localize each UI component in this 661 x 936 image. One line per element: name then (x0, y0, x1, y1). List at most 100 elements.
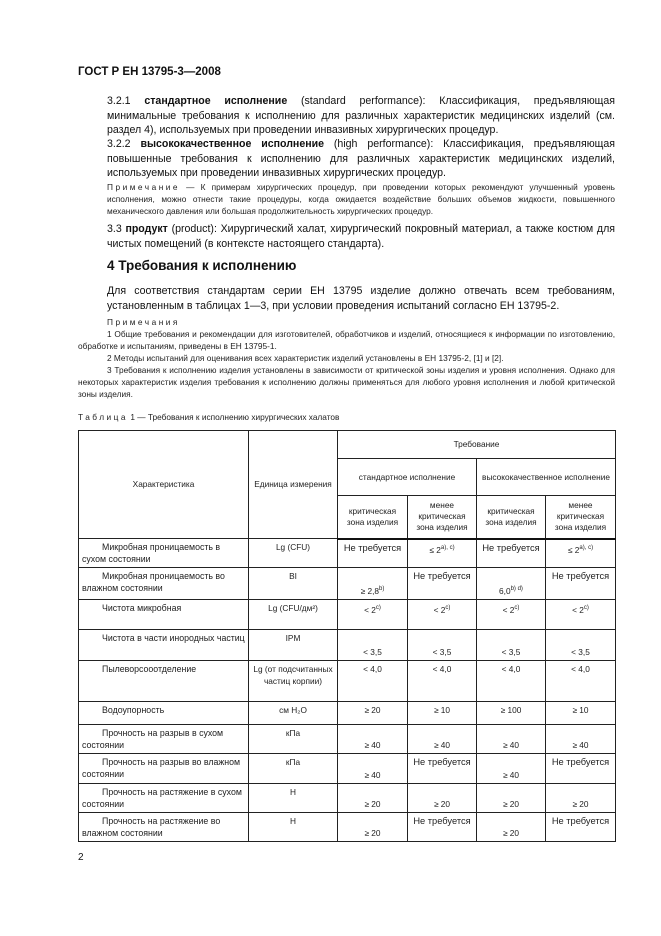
characteristic-cell: Пылеворсооотделение (78, 660, 249, 702)
notes-label: Примечания (107, 317, 180, 327)
value-cell: ≥ 20 (337, 812, 408, 842)
header-high: высококачественное исполнение (476, 458, 616, 496)
value-cell: ≤ 2a), c) (545, 538, 616, 568)
document-header: ГОСТ Р ЕН 13795-3—2008 (78, 66, 221, 78)
header-requirement: Требование (337, 430, 616, 459)
value-cell: < 4,0 (407, 660, 477, 702)
value-cell: < 4,0 (545, 660, 616, 702)
term: стандартное исполнение (144, 95, 288, 107)
requirements-table: Характеристика Единица измерения Требова… (78, 430, 616, 842)
unit-cell: Lg (CFU/дм²) (248, 599, 338, 630)
definition-3-3: 3.3 продукт (product): Хирургический хал… (78, 222, 615, 251)
note-text: — К примерам хирургических процедур, при… (107, 182, 615, 216)
header-characteristic: Характеристика (78, 430, 249, 539)
value-cell: 6,0b) d) (476, 567, 546, 600)
clause-number: 3.3 (107, 223, 122, 235)
value-cell: ≥ 20 (476, 812, 546, 842)
value-cell: < 2c) (476, 599, 546, 630)
unit-cell: см H₂O (248, 701, 338, 725)
value-cell: ≥ 10 (407, 701, 477, 725)
header-less-critical: менее критическая зона изделия (545, 495, 616, 540)
characteristic-cell: Чистота микробная (78, 599, 249, 630)
definition-3-2-2: 3.2.2 высококачественное исполнение (hig… (78, 137, 615, 181)
table-caption: Таблица 1 — Требования к исполнению хиру… (78, 412, 340, 422)
note-item: 1 Общие требования и рекомендации для из… (78, 329, 615, 351)
definition-text: (standard performance): Классификация, п… (107, 95, 615, 136)
table-row: Прочность на разрыв в сухом состоянии кПа… (78, 724, 616, 754)
value-cell: ≥ 20 (476, 783, 546, 813)
unit-cell: кПа (248, 753, 338, 784)
characteristic-cell: Прочность на растяжение в сухом состояни… (78, 783, 249, 813)
characteristic-cell: Водоупорность (78, 701, 249, 725)
table-row: Прочность на растяжение во влажном состо… (78, 812, 616, 842)
section-body: Для соответствия стандартам серии ЕН 137… (107, 285, 615, 312)
value-cell: ≥ 40 (407, 724, 477, 754)
value-cell: < 2c) (545, 599, 616, 630)
table-row: Прочность на растяжение в сухом состояни… (78, 783, 616, 813)
value-cell: ≥ 40 (337, 753, 408, 784)
note: Примечание — К примерам хирургических пр… (78, 181, 615, 217)
value-cell: ≥ 20 (545, 783, 616, 813)
characteristic-cell: Прочность на разрыв в сухом состоянии (78, 724, 249, 754)
table-row: Микробная проницаемость в сухом состояни… (78, 538, 616, 568)
characteristic-cell: Микробная проницаемость во влажном состо… (78, 567, 249, 600)
characteristic-cell: Прочность на разрыв во влажном состоянии (78, 753, 249, 784)
value-cell: Не требуется (545, 753, 616, 784)
note-label: Примечание (107, 182, 181, 192)
unit-cell: Н (248, 783, 338, 813)
value-cell: < 3,5 (407, 629, 477, 661)
value-cell: < 4,0 (337, 660, 408, 702)
term: продукт (125, 223, 168, 235)
section-heading: 4 Требования к исполнению (107, 258, 297, 273)
unit-cell: IPM (248, 629, 338, 661)
value-cell: Не требуется (476, 538, 546, 568)
value-cell: ≥ 20 (337, 701, 408, 725)
clause-number: 3.2.1 (107, 95, 131, 107)
note-item: 2 Методы испытаний для оценивания всех х… (107, 353, 504, 363)
table-row: Водоупорность см H₂O ≥ 20 ≥ 10 ≥ 100 ≥ 10 (78, 701, 616, 725)
term: высококачественное исполнение (140, 138, 325, 150)
table-row: Прочность на разрыв во влажном состоянии… (78, 753, 616, 784)
notes-block: Примечания 1 Общие требования и рекоменд… (78, 316, 615, 400)
header-less-critical: менее критическая зона изделия (407, 495, 477, 540)
value-cell: ≥ 10 (545, 701, 616, 725)
definition-text: (product): Хирургический халат, хирургич… (107, 223, 615, 250)
value-cell: ≥ 40 (476, 724, 546, 754)
value-cell: < 2c) (407, 599, 477, 630)
table-row: Чистота в части инородных частиц IPM < 3,5… (78, 629, 616, 661)
table-row: Чистота микробная Lg (CFU/дм²) < 2c) < 2c) <… (78, 599, 616, 630)
definition-text: (high performance): Классификация, предъ… (107, 138, 615, 179)
value-cell: < 4,0 (476, 660, 546, 702)
value-cell: Не требуется (407, 567, 477, 600)
header-critical: критическая зона изделия (337, 495, 408, 540)
unit-cell: BI (248, 567, 338, 600)
value-cell: < 3,5 (337, 629, 408, 661)
unit-cell: Lg (от подсчитанных частиц корпии) (248, 660, 338, 702)
unit-cell: Н (248, 812, 338, 842)
note-item: 3 Требования к исполнению изделия устано… (78, 365, 615, 399)
table-row: Микробная проницаемость во влажном состо… (78, 567, 616, 600)
value-cell: ≥ 20 (407, 783, 477, 813)
page-number: 2 (78, 852, 84, 863)
unit-cell: Lg (CFU) (248, 538, 338, 568)
value-cell: < 2c) (337, 599, 408, 630)
clause-number: 3.2.2 (107, 138, 131, 150)
header-standard: стандартное исполнение (337, 458, 477, 496)
characteristic-cell: Микробная проницаемость в сухом состояни… (78, 538, 249, 568)
header-critical: критическая зона изделия (476, 495, 546, 540)
value-cell: ≥ 40 (545, 724, 616, 754)
definition-3-2-1: 3.2.1 стандартное исполнение (standard p… (78, 94, 615, 138)
value-cell: ≥ 40 (337, 724, 408, 754)
header-unit: Единица измерения (248, 430, 338, 539)
value-cell: Не требуется (337, 538, 408, 568)
value-cell: ≥ 100 (476, 701, 546, 725)
value-cell: ≤ 2a), c) (407, 538, 477, 568)
value-cell: Не требуется (407, 753, 477, 784)
value-cell: Не требуется (407, 812, 477, 842)
value-cell: Не требуется (545, 812, 616, 842)
table-row: Пылеворсооотделение Lg (от подсчитанных ч… (78, 660, 616, 702)
value-cell: Не требуется (545, 567, 616, 600)
value-cell: ≥ 20 (337, 783, 408, 813)
value-cell: ≥ 2,8b) (337, 567, 408, 600)
